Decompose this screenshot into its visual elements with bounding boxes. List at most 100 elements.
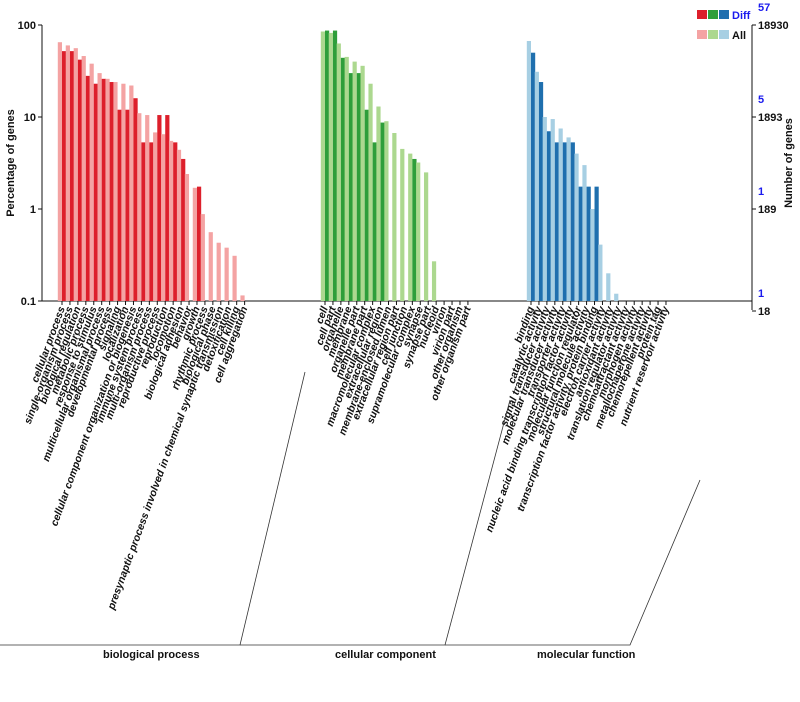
- y2-diff-tick-label: 57: [758, 2, 770, 14]
- bar-all: [57, 42, 62, 301]
- bar-all: [192, 187, 197, 301]
- bar-diff: [380, 122, 385, 301]
- y-tick-label: 1: [30, 204, 36, 216]
- group-bracket-line: [240, 399, 511, 646]
- bar-all: [558, 128, 563, 301]
- bar-all: [121, 83, 126, 301]
- group-label: molecular function: [537, 649, 636, 661]
- bar-all: [408, 153, 413, 301]
- bar-all: [65, 45, 70, 302]
- bar-all: [145, 115, 150, 301]
- bar-diff: [562, 142, 567, 301]
- bar-all: [216, 242, 221, 301]
- bar-all: [129, 85, 134, 301]
- bar-diff: [348, 73, 354, 301]
- y-tick-label: 100: [18, 20, 36, 32]
- bar-all: [360, 65, 365, 302]
- bar-all: [224, 247, 229, 301]
- bar-all: [614, 293, 619, 301]
- bar-diff: [101, 78, 106, 301]
- bar-diff: [325, 30, 330, 301]
- bar-diff: [141, 142, 146, 301]
- bar-all: [200, 214, 205, 301]
- y2-all-tick-label: 18930: [758, 20, 789, 32]
- legend-label-all: All: [732, 30, 746, 42]
- group-bracket-line: [445, 479, 701, 646]
- y-axis-title: Percentage of genes: [5, 109, 17, 217]
- y2-diff-tick-label: 1: [758, 186, 764, 198]
- bar-all: [526, 41, 531, 301]
- bar-all: [550, 119, 555, 301]
- bar-all: [598, 244, 603, 301]
- bar-diff: [546, 131, 552, 301]
- axes: 0.1 1 10 100 Percentage of genes 18930 57 1893 5…: [5, 2, 795, 318]
- bar-diff: [149, 142, 154, 301]
- bar-all: [105, 78, 110, 301]
- legend-swatch-diff: [719, 10, 729, 19]
- y2-all-tick-label: 18: [758, 306, 770, 318]
- bar-all: [208, 232, 213, 301]
- bar-all: [384, 121, 389, 301]
- bar-all: [73, 48, 78, 301]
- bar-diff: [531, 52, 536, 301]
- bar-diff: [340, 57, 346, 301]
- bar-all: [89, 63, 94, 301]
- bar-diff: [109, 82, 114, 301]
- bar-diff: [133, 98, 138, 301]
- bar-diff: [356, 73, 361, 301]
- bar-all: [81, 56, 86, 302]
- bar-all: [168, 140, 174, 301]
- legend-swatch-diff: [697, 10, 707, 19]
- bar-diff: [554, 142, 560, 301]
- bar-all: [590, 209, 595, 301]
- bar-diff: [332, 30, 338, 301]
- y2-diff-tick-label: 1: [758, 288, 764, 300]
- bar-all: [184, 174, 190, 301]
- bar-diff: [173, 142, 178, 301]
- bar-diff: [93, 83, 98, 301]
- bar-diff: [69, 51, 75, 302]
- y-tick-label: 10: [24, 112, 36, 124]
- bar-all: [232, 255, 237, 301]
- bar-diff: [586, 186, 591, 301]
- y2-diff-tick-label: 5: [758, 94, 764, 106]
- bar-all: [368, 83, 373, 301]
- legend-label-diff: Diff: [732, 10, 751, 22]
- bar-diff: [62, 51, 67, 302]
- bar-all: [566, 137, 571, 301]
- bar-diff: [538, 82, 544, 301]
- bar-all: [153, 132, 158, 301]
- bar-diff: [117, 109, 122, 301]
- y-tick-label: 0.1: [21, 296, 36, 308]
- bar-diff: [85, 75, 91, 302]
- bar-diff: [181, 158, 186, 301]
- bar-all: [431, 261, 437, 301]
- bar-all: [542, 117, 547, 301]
- bar-all: [161, 134, 166, 301]
- bar-diff: [165, 115, 170, 301]
- bar-all: [320, 31, 325, 301]
- group-label: cellular component: [335, 649, 436, 661]
- bar-all: [137, 113, 142, 302]
- legend-swatch-all: [697, 30, 707, 39]
- bar-diff: [157, 115, 162, 301]
- bar-all: [416, 162, 421, 301]
- category-label: cell: [314, 304, 332, 326]
- bar-all: [376, 106, 381, 301]
- bar-all: [176, 149, 182, 301]
- legend: Diff All: [697, 10, 751, 42]
- bar-diff: [594, 186, 599, 301]
- bar-diff: [77, 59, 83, 301]
- bar-all: [424, 172, 429, 301]
- bar-all: [606, 273, 611, 301]
- bar-all: [336, 43, 341, 302]
- bar-all: [113, 82, 118, 301]
- bar-all: [344, 56, 349, 301]
- y2-all-tick-label: 1893: [758, 112, 782, 124]
- bar-diff: [570, 142, 575, 301]
- bar-all: [352, 61, 357, 302]
- bar-diff: [125, 109, 130, 301]
- bar-diff: [412, 158, 417, 301]
- bar-all: [574, 153, 579, 301]
